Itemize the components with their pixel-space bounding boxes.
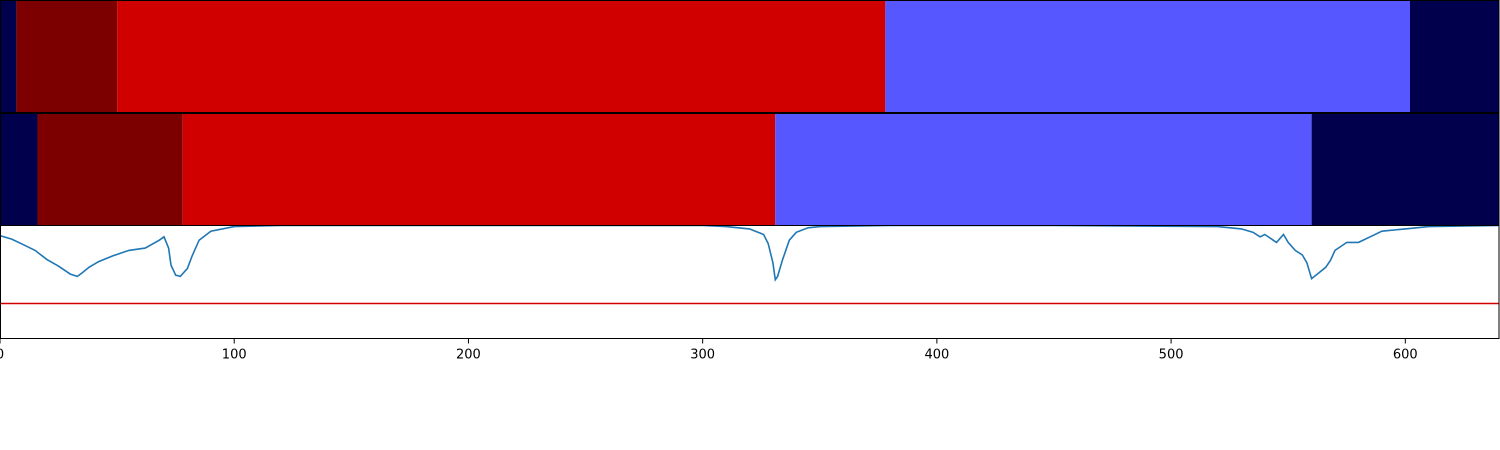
bar-1-segment-0 — [0, 113, 38, 226]
bar-0-segment-3 — [885, 0, 1410, 113]
x-tick-label: 200 — [456, 348, 481, 363]
bar-0-segment-4 — [1409, 0, 1499, 113]
bar-1-segment-2 — [182, 113, 776, 226]
bar-0-segment-1 — [16, 0, 118, 113]
bar-1-segment-3 — [775, 113, 1312, 226]
bar-0-segment-0 — [0, 0, 17, 113]
segment-bar-middle — [0, 113, 1500, 226]
bar-0-frame — [0, 0, 1500, 113]
x-tick-label: 0 — [0, 348, 4, 363]
similarity-curve — [0, 225, 1499, 282]
bar-0-segment-2 — [117, 0, 886, 113]
line-panel-frame — [0, 225, 1500, 339]
x-tick-label: 300 — [690, 348, 715, 363]
segment-bar-top — [0, 0, 1500, 113]
x-tick-label: 600 — [1393, 348, 1418, 363]
x-tick-label: 100 — [222, 348, 247, 363]
bar-1-segment-1 — [37, 113, 183, 226]
x-tick-label: 500 — [1159, 348, 1184, 363]
x-tick-label: 400 — [924, 348, 949, 363]
x-axis: 0 100 200 300 400 500 600 — [0, 338, 1418, 363]
bar-1-segment-4 — [1311, 113, 1499, 226]
line-plot-panel — [0, 225, 1500, 339]
